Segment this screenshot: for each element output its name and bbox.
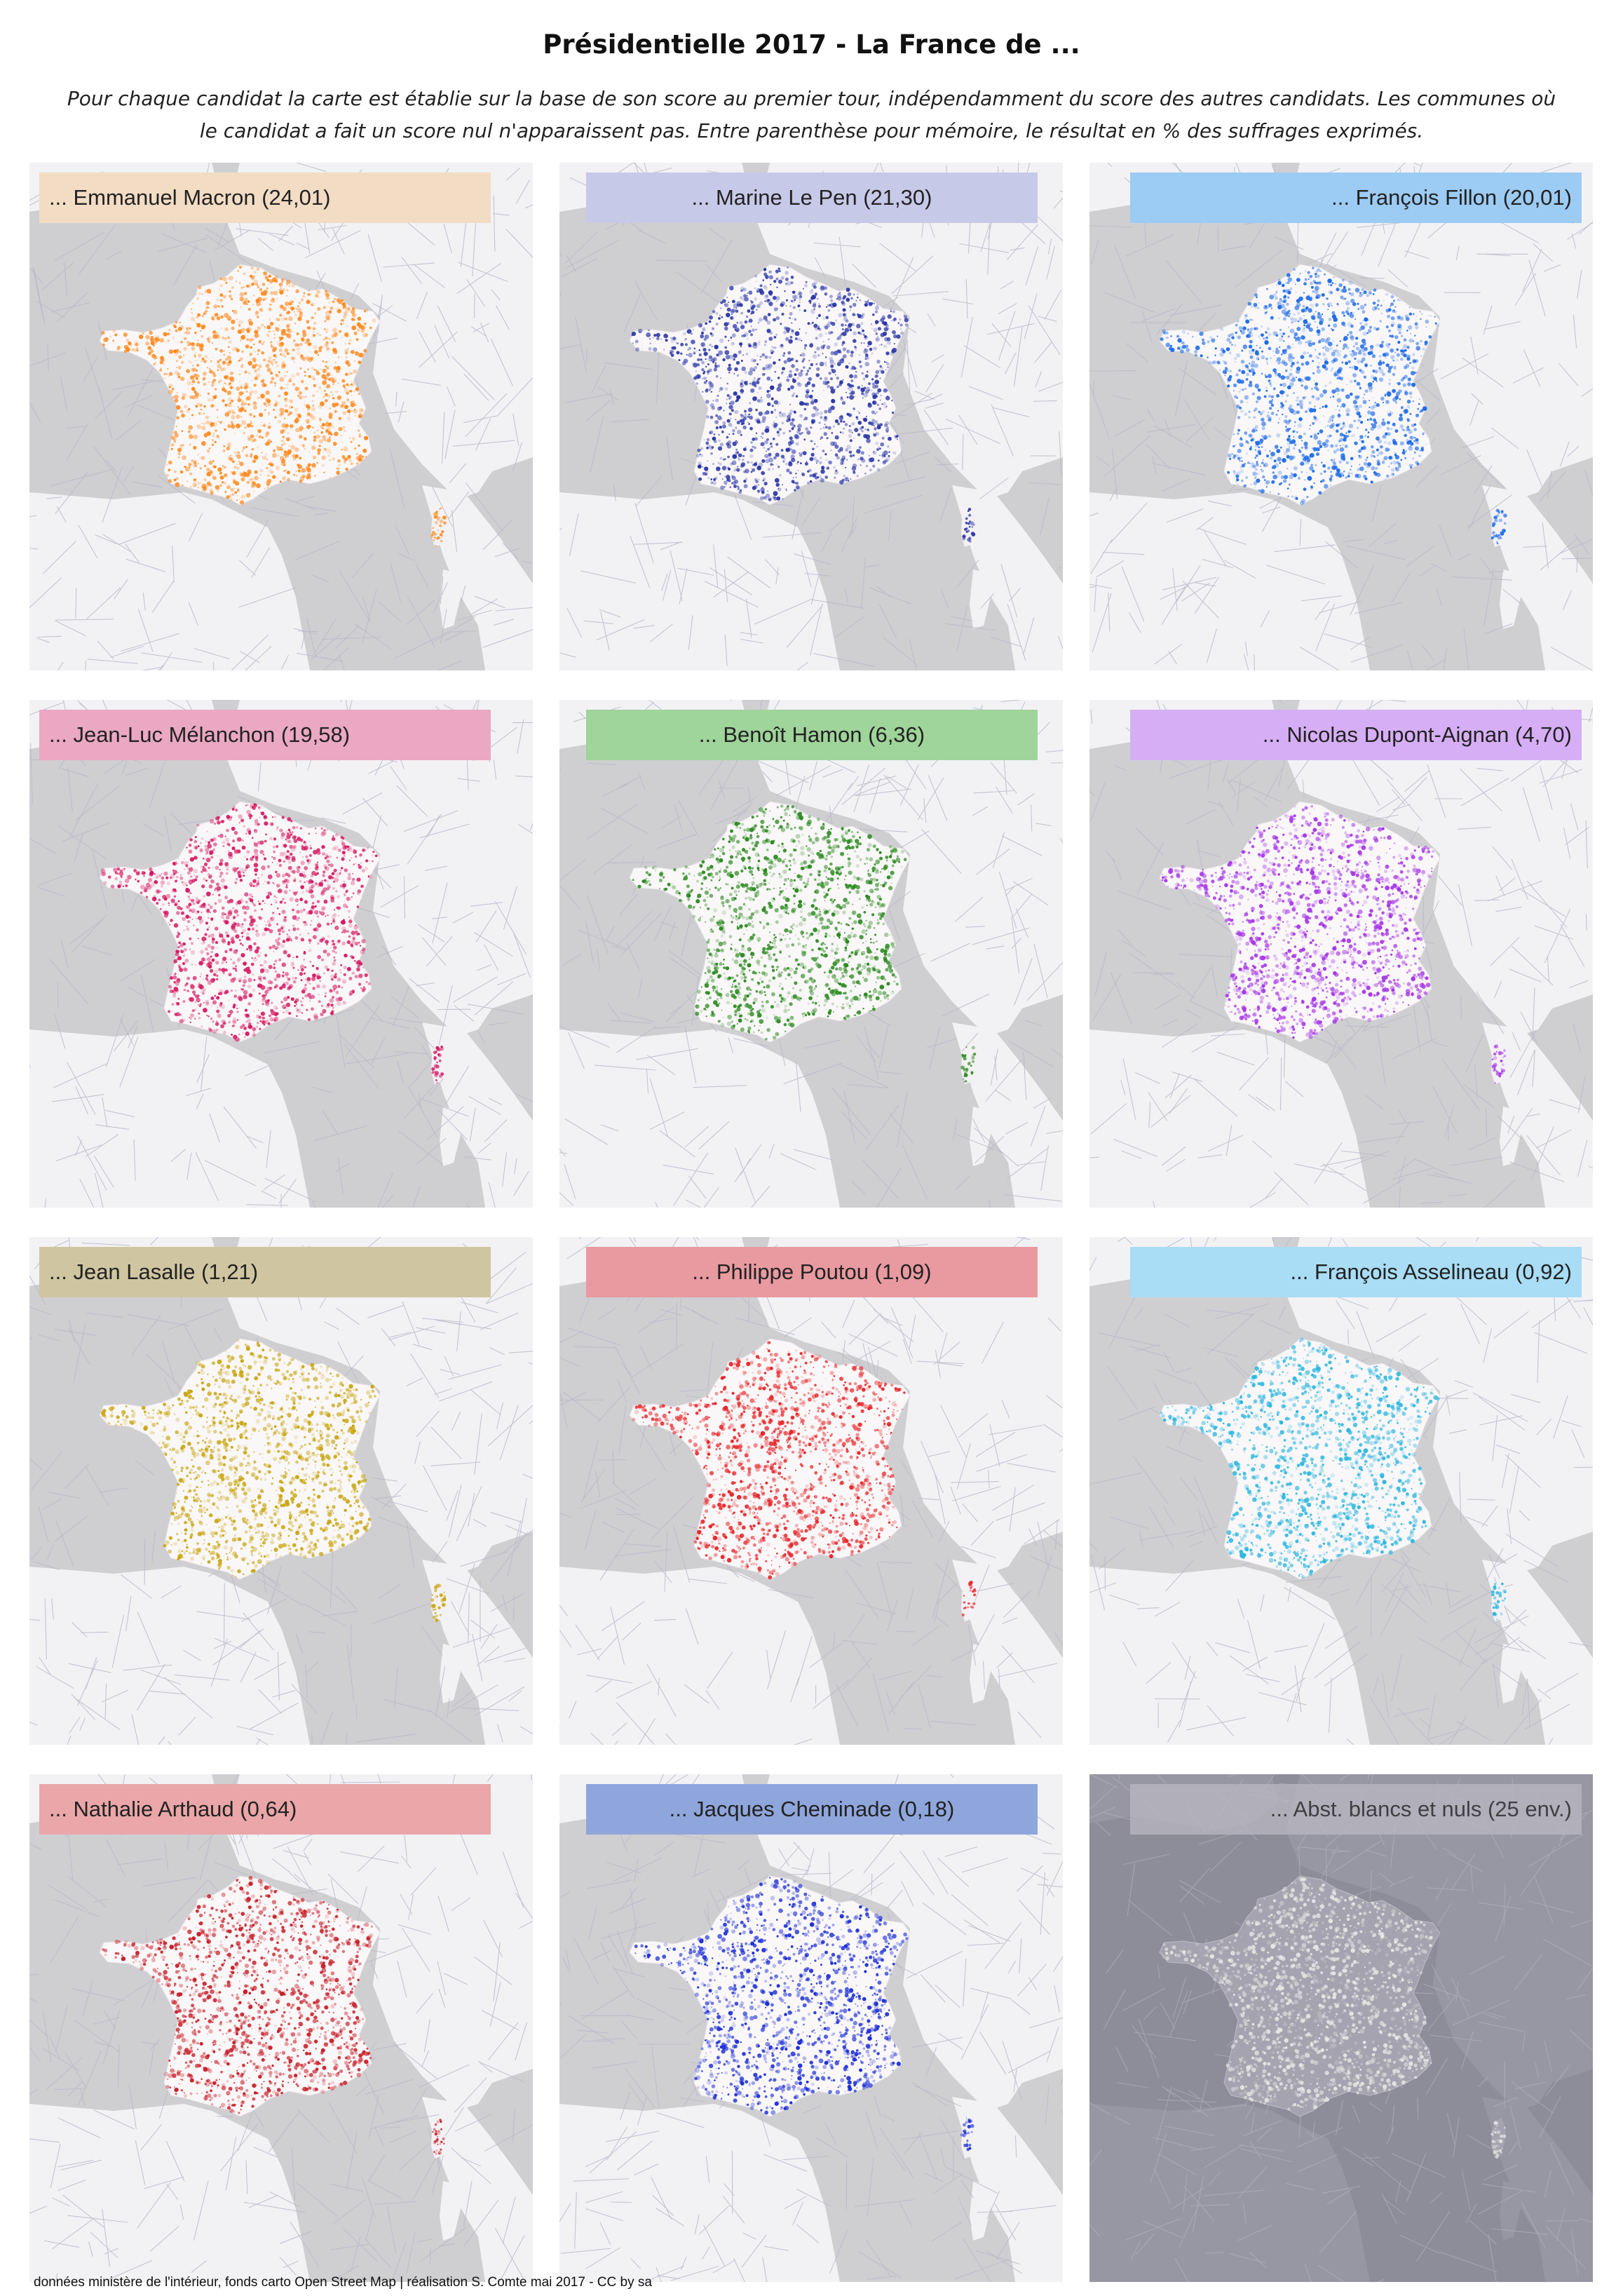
credits: données ministère de l'intérieur, fonds … — [34, 2275, 652, 2290]
basemap — [29, 1774, 533, 2282]
panel-label: ... Marine Le Pen (21,30) — [586, 173, 1038, 223]
panel-label: ... François Fillon (20,01) — [1130, 173, 1582, 223]
basemap — [559, 1237, 1063, 1745]
map-panel-dupont-aignan: ... Nicolas Dupont-Aignan (4,70) — [1089, 700, 1593, 1208]
panel-label: ... Jacques Cheminade (0,18) — [586, 1784, 1038, 1835]
panel-label: ... Nathalie Arthaud (0,64) — [39, 1784, 491, 1835]
basemap — [1089, 700, 1593, 1208]
basemap — [29, 700, 533, 1208]
panel-label: ... Philippe Poutou (1,09) — [586, 1247, 1038, 1297]
map-panel-poutou: ... Philippe Poutou (1,09) — [559, 1237, 1063, 1745]
map-panel-macron: ... Emmanuel Macron (24,01) — [29, 163, 533, 670]
basemap — [29, 1237, 533, 1745]
basemap — [559, 163, 1063, 670]
panel-label: ... Benoît Hamon (6,36) — [586, 710, 1038, 760]
map-panel-hamon: ... Benoît Hamon (6,36) — [559, 700, 1063, 1208]
map-panel-abstention: ... Abst. blancs et nuls (25 env.) — [1089, 1774, 1593, 2282]
basemap — [1089, 1774, 1593, 2282]
map-panel-melenchon: ... Jean-Luc Mélanchon (19,58) — [29, 700, 533, 1208]
map-panel-lasalle: ... Jean Lasalle (1,21) — [29, 1237, 533, 1745]
panel-label: ... Nicolas Dupont-Aignan (4,70) — [1130, 710, 1582, 760]
map-panel-le-pen: ... Marine Le Pen (21,30) — [559, 163, 1063, 670]
panel-label: ... Abst. blancs et nuls (25 env.) — [1130, 1784, 1582, 1835]
map-panel-fillon: ... François Fillon (20,01) — [1089, 163, 1593, 670]
panel-label: ... François Asselineau (0,92) — [1130, 1247, 1582, 1297]
page-subtitle: Pour chaque candidat la carte est établi… — [28, 83, 1595, 147]
basemap — [559, 700, 1063, 1208]
basemap — [29, 163, 533, 670]
panel-label: ... Emmanuel Macron (24,01) — [39, 173, 491, 223]
basemap — [1089, 163, 1593, 670]
map-panel-cheminade: ... Jacques Cheminade (0,18) — [559, 1774, 1063, 2282]
map-panel-asselineau: ... François Asselineau (0,92) — [1089, 1237, 1593, 1745]
basemap — [559, 1774, 1063, 2282]
subtitle-line-2: le candidat a fait un score nul n'appara… — [28, 115, 1595, 147]
basemap — [1089, 1237, 1593, 1745]
page-title: Présidentielle 2017 - La France de ... — [0, 29, 1623, 60]
map-panel-arthaud: ... Nathalie Arthaud (0,64) — [29, 1774, 533, 2282]
subtitle-line-1: Pour chaque candidat la carte est établi… — [28, 83, 1595, 115]
panel-label: ... Jean-Luc Mélanchon (19,58) — [39, 710, 491, 760]
panel-label: ... Jean Lasalle (1,21) — [39, 1247, 491, 1297]
